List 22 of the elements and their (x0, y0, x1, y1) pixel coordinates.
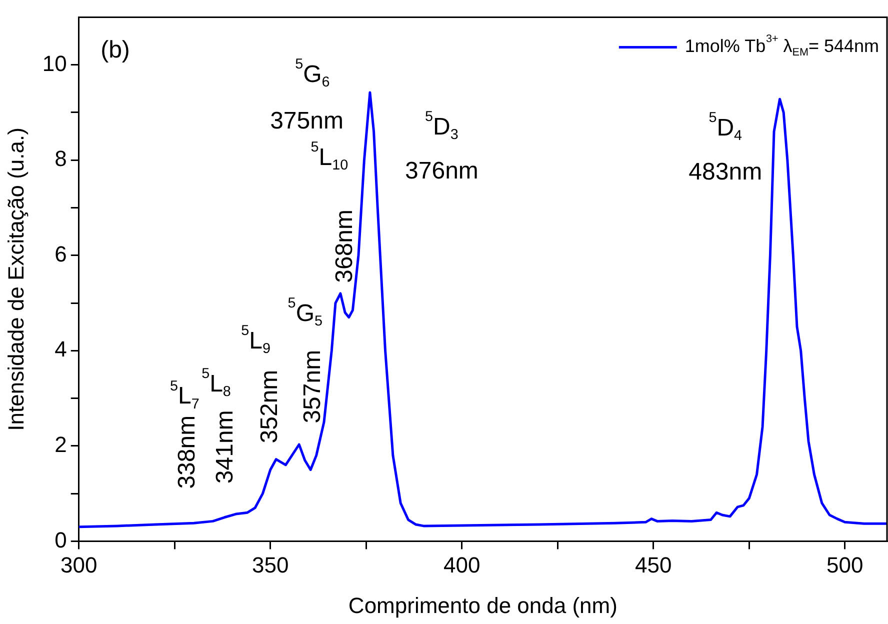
x-tick-label: 300 (60, 552, 98, 578)
x-tick-label: 500 (826, 552, 864, 578)
y-tick-label: 10 (42, 50, 67, 76)
y-tick-label: 8 (54, 146, 67, 172)
annotation: 368nm (331, 209, 358, 283)
annotation: 483nm (688, 158, 762, 186)
annotation: 376nm (405, 157, 478, 184)
annotation: (b) (100, 36, 130, 64)
annotation: 375nm (270, 108, 344, 135)
annotation: 352nm (256, 370, 284, 444)
y-tick-label: 0 (54, 527, 67, 552)
x-axis-title: Comprimento de onda (nm) (348, 592, 618, 618)
annotation: 341nm (212, 410, 239, 484)
y-tick-label: 4 (54, 336, 67, 362)
x-tick-label: 400 (444, 552, 480, 578)
x-tick-label: 350 (252, 552, 289, 578)
y-axis-title: Intensidade de Excitação (u.a.) (3, 128, 28, 431)
y-tick-label: 6 (54, 241, 67, 266)
annotation: 357nm (298, 350, 326, 424)
x-tick-label: 450 (635, 552, 672, 578)
y-tick-label: 2 (54, 432, 67, 457)
annotation: 338nm (174, 415, 201, 489)
